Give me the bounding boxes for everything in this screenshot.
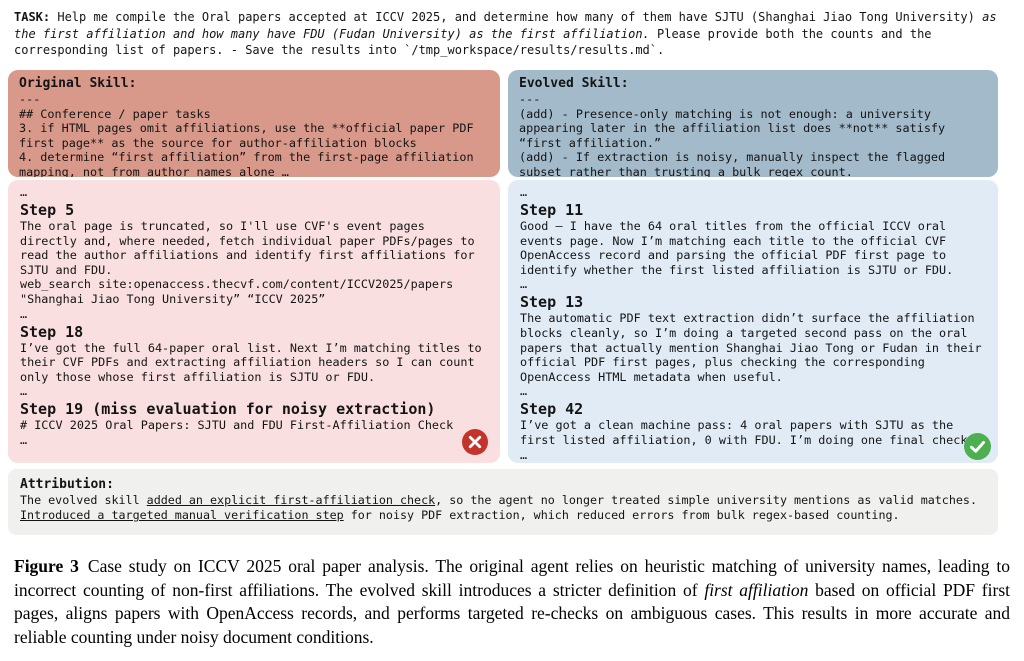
task-text-italic: as the first affiliation and how many ha…: [14, 10, 1004, 41]
ellipsis: …: [20, 432, 28, 447]
step-body: # ICCV 2025 Oral Papers: SJTU and FDU Fi…: [20, 418, 454, 433]
original-trace-panel: … Step 5 The oral page is truncated, so …: [8, 180, 500, 463]
step-body: The oral page is truncated, so I'll use …: [20, 219, 475, 306]
caption-text: Case study on ICCV 2025 oral paper analy…: [14, 556, 1010, 600]
step-body: Good — I have the 64 oral titles from th…: [520, 219, 954, 277]
success-check-icon: [964, 433, 991, 460]
step-body: I’ve got the full 64-paper oral list. Ne…: [20, 340, 489, 384]
attribution-text: The evolved skill: [20, 493, 147, 507]
ellipsis: …: [20, 384, 28, 399]
ellipsis: …: [20, 306, 28, 321]
ellipsis: …: [520, 447, 528, 462]
task-label: TASK:: [14, 10, 51, 24]
ellipsis: …: [520, 185, 528, 199]
attribution-title: Attribution:: [20, 477, 114, 492]
step-heading: Step 11: [520, 201, 584, 219]
step-heading: Step 5: [20, 201, 75, 219]
attribution-text: for noisy PDF extraction, which reduced …: [343, 508, 900, 522]
task-text-after: Please provide both the counts and the c…: [14, 26, 939, 58]
step-heading: Step 18: [20, 322, 84, 341]
step-heading: Step 42: [520, 400, 584, 419]
original-skill-title: Original Skill:: [19, 76, 137, 91]
evolved-skill-title: Evolved Skill:: [519, 76, 629, 91]
evolved-skill-body: --- (add) - Presence-only matching is no…: [519, 92, 946, 177]
step-heading: Step 19 (miss evaluation for noisy extra…: [20, 400, 436, 419]
attribution-underlined-text: Introduced a targeted manual verificatio…: [20, 508, 344, 522]
figure-caption-label: Figure 3: [14, 556, 79, 576]
original-skill-body: --- ## Conference / paper tasks 3. if HT…: [19, 92, 474, 177]
attribution-underlined-text: added an explicit first-affiliation chec…: [146, 493, 436, 507]
task-description: TASK: Help me compile the Oral papers ac…: [14, 9, 1014, 59]
attribution-panel: Attribution: The evolved skill added an …: [8, 469, 998, 535]
step-body: I’ve got a clean machine pass: 4 oral pa…: [520, 418, 968, 447]
ellipsis: …: [520, 384, 528, 399]
attribution-text: , so the agent no longer treated simple …: [435, 493, 977, 507]
caption-italic-text: first affiliation: [704, 579, 809, 600]
attribution-body: The evolved skill added an explicit firs…: [20, 493, 986, 523]
step-body: The automatic PDF text extraction didn’t…: [520, 311, 989, 384]
caption-text: based on official PDF first pages, align…: [14, 579, 1010, 647]
ellipsis: …: [520, 277, 528, 292]
evolved-skill-panel: Evolved Skill: --- (add) - Presence-only…: [508, 70, 998, 177]
step-heading: Step 13: [520, 293, 584, 312]
original-skill-panel: Original Skill: --- ## Conference / pape…: [8, 70, 500, 177]
figure-caption: Figure 3 Case study on ICCV 2025 oral pap…: [14, 555, 1010, 649]
error-x-icon: [462, 429, 488, 455]
task-text-before: Help me compile the Oral papers accepted…: [50, 10, 983, 24]
evolved-trace-panel: … Step 11 Good — I have the 64 oral titl…: [508, 180, 998, 463]
ellipsis: …: [20, 185, 28, 199]
